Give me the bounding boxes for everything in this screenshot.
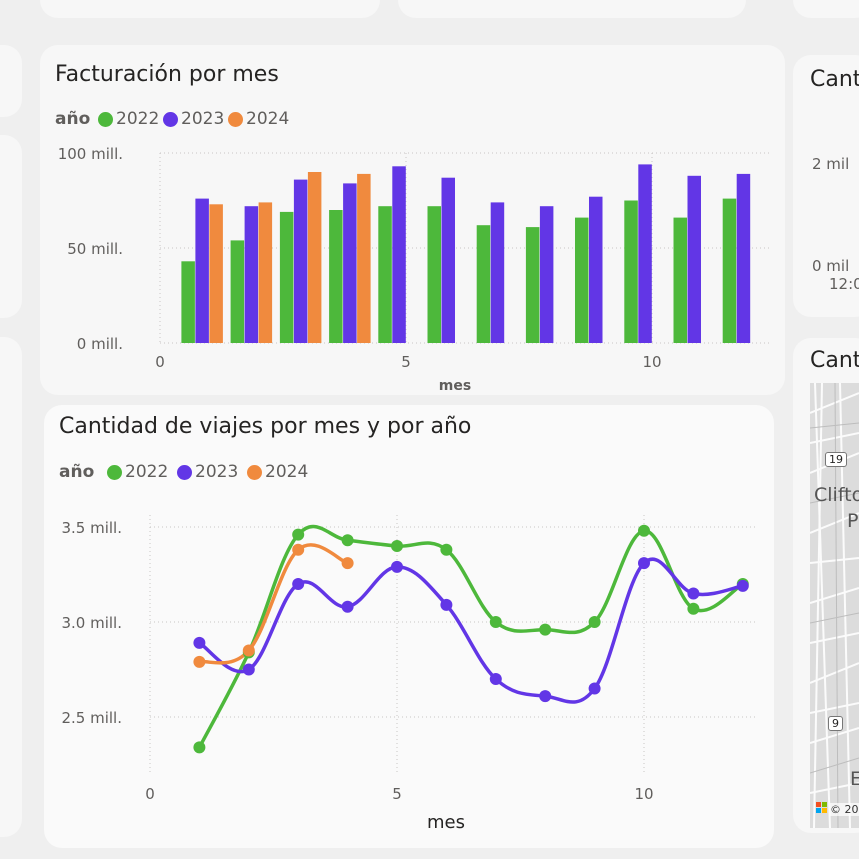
top-card-3: [793, 0, 859, 18]
left-card-1: [0, 45, 22, 117]
line-legend-2022-icon: [107, 465, 122, 480]
map-label-e: E: [850, 768, 859, 790]
bar-chart-title: Facturación por mes: [55, 62, 279, 87]
map-roads: [810, 383, 859, 828]
left-card-2: [0, 135, 22, 318]
top-card-2: [398, 0, 746, 18]
top-card-1: [40, 0, 380, 18]
map-view[interactable]: 19 Clifto P 9 E © 20: [810, 383, 859, 828]
line-legend-2023-icon: [177, 465, 192, 480]
line-legend-title: año: [59, 462, 95, 482]
route-badge-19: 19: [825, 452, 847, 467]
bar-legend-2023-icon: [163, 112, 178, 127]
line-legend-2023[interactable]: 2023: [195, 462, 239, 482]
left-card-3: [0, 337, 22, 837]
bar-legend-2024-icon: [228, 112, 243, 127]
right-card-top-tick-2: 0 mil: [812, 257, 850, 275]
map-label-clifto: Clifto: [814, 484, 859, 506]
line-legend-2024[interactable]: 2024: [265, 462, 309, 482]
bar-legend-2022-icon: [98, 112, 113, 127]
microsoft-logo-icon: [816, 802, 828, 814]
bar-legend-title: año: [55, 109, 91, 129]
bar-chart-card: Facturación por mes año 2022 2023 2024: [40, 45, 785, 395]
bar-legend-2023[interactable]: 2023: [181, 109, 225, 129]
right-card-top-tick-1: 2 mil: [812, 155, 850, 173]
line-legend-2024-icon: [247, 465, 262, 480]
map-copyright: © 20: [830, 803, 859, 816]
right-card-top-time: 12:0: [829, 275, 859, 293]
bar-legend-2022[interactable]: 2022: [116, 109, 160, 129]
right-card-top-title: Cant: [810, 67, 859, 92]
route-badge-9: 9: [828, 716, 843, 731]
line-chart-card: Cantidad de viajes por mes y por año año…: [44, 405, 774, 848]
line-legend-2022[interactable]: 2022: [125, 462, 169, 482]
right-card-top: Cant 2 mil 0 mil 12:0: [793, 55, 859, 317]
right-card-map-title: Cant: [810, 348, 859, 373]
bar-legend-2024[interactable]: 2024: [246, 109, 290, 129]
map-label-p: P: [847, 510, 859, 532]
line-chart-title: Cantidad de viajes por mes y por año: [59, 414, 472, 439]
